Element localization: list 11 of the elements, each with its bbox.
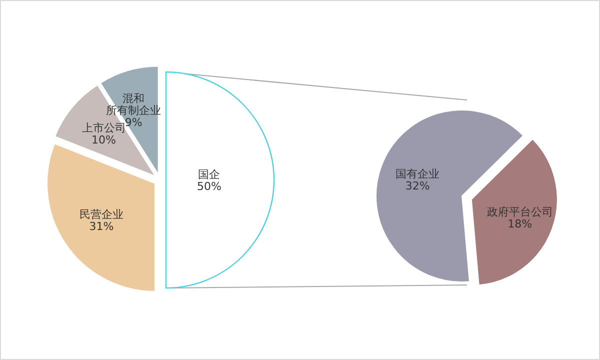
data-label: 9% <box>124 116 142 129</box>
data-label: 18% <box>508 217 532 230</box>
data-label: 32% <box>405 180 430 193</box>
data-label: 50% <box>196 180 222 193</box>
slice-label: 国企 <box>198 168 220 181</box>
slice-label: 国有企业 <box>396 168 440 181</box>
slice-label: 民营企业 <box>79 208 124 221</box>
data-label: 10% <box>92 133 116 146</box>
slice-label: 政府平台公司 <box>486 205 553 218</box>
slice-label: 上市公司 <box>82 121 126 134</box>
data-label: 31% <box>89 220 114 233</box>
